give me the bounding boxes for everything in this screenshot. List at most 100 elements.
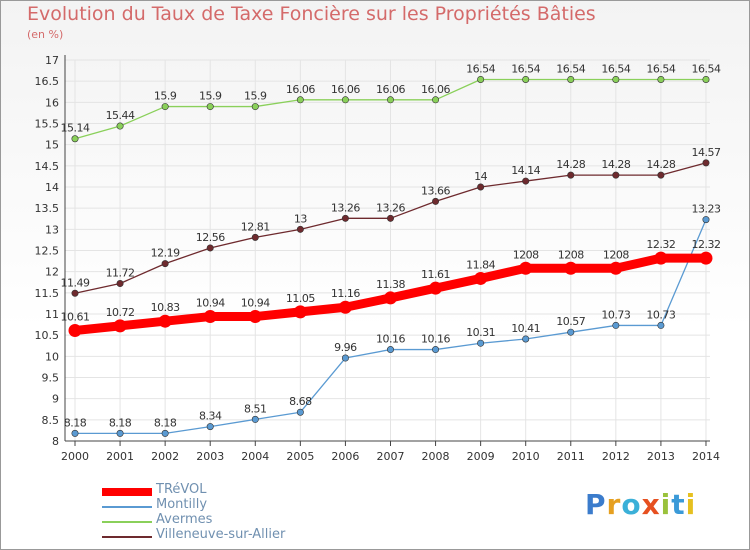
data-point <box>702 75 710 83</box>
data-point <box>116 122 124 130</box>
data-label: 14.28 <box>556 158 585 171</box>
data-label: 10.41 <box>511 322 540 335</box>
data-label: 16.54 <box>511 62 540 75</box>
data-point <box>161 260 169 268</box>
data-label: 11.72 <box>106 267 135 280</box>
chart-title: Evolution du Taux de Taxe Foncière sur l… <box>27 3 596 25</box>
y-tick-label: 16.5 <box>35 75 60 88</box>
x-tick-label: 2010 <box>512 450 540 463</box>
legend-swatch <box>102 521 152 523</box>
data-point <box>477 339 485 347</box>
data-label: 13.66 <box>421 184 450 197</box>
data-label: 12.56 <box>196 231 225 244</box>
data-label: 10.16 <box>376 333 405 346</box>
chart-subtitle: (en %) <box>27 28 64 41</box>
data-label: 14.57 <box>691 146 720 159</box>
x-tick-label: 2002 <box>151 450 179 463</box>
legend-swatch <box>102 488 152 496</box>
y-tick-label: 10 <box>45 350 59 363</box>
x-tick-label: 2000 <box>61 450 89 463</box>
data-label: 11.05 <box>286 292 315 305</box>
data-label: 8.51 <box>244 402 267 415</box>
data-point <box>338 300 352 314</box>
legend-label: Villeneuve-sur-Allier <box>156 527 286 542</box>
x-tick-label: 2008 <box>422 450 450 463</box>
data-point <box>609 261 623 275</box>
data-point <box>474 271 488 285</box>
y-tick-label: 13 <box>45 223 59 236</box>
x-tick-label: 2012 <box>602 450 630 463</box>
data-label: 16.06 <box>376 83 405 96</box>
data-label: 8.34 <box>199 410 222 423</box>
data-label: 15.9 <box>244 90 267 103</box>
data-label: 12.32 <box>691 238 720 251</box>
logo-letter: i <box>660 488 672 521</box>
y-tick-label: 15 <box>45 139 59 152</box>
data-point <box>477 183 485 191</box>
data-point <box>654 251 668 265</box>
data-point <box>612 75 620 83</box>
data-point <box>522 75 530 83</box>
logo-letter: r <box>606 488 622 521</box>
data-point <box>657 75 665 83</box>
data-label: 14.28 <box>601 158 630 171</box>
data-point <box>564 261 578 275</box>
data-label: 1208 <box>603 248 629 261</box>
data-point <box>522 177 530 185</box>
data-point <box>477 75 485 83</box>
legend-label: Avermes <box>156 512 213 527</box>
data-point <box>296 408 304 416</box>
data-point <box>612 171 620 179</box>
data-point <box>71 429 79 437</box>
data-label: 10.83 <box>151 301 180 314</box>
data-label: 16.06 <box>421 83 450 96</box>
data-point <box>113 319 127 333</box>
y-tick-label: 9 <box>52 393 59 406</box>
data-label: 10.57 <box>556 315 585 328</box>
data-label: 16.54 <box>646 62 675 75</box>
data-point <box>386 346 394 354</box>
y-tick-label: 17 <box>45 54 59 67</box>
data-label: 16.54 <box>691 62 720 75</box>
data-point <box>206 423 214 431</box>
data-label: 14.28 <box>646 158 675 171</box>
data-point <box>567 328 575 336</box>
data-label: 13 <box>294 212 307 225</box>
logo-letter: x <box>641 488 661 521</box>
logo-letter: P <box>585 488 607 521</box>
y-tick-label: 13.5 <box>35 202 60 215</box>
data-point <box>203 310 217 324</box>
data-label: 15.9 <box>199 90 222 103</box>
y-tick-label: 9.5 <box>42 372 60 385</box>
x-tick-label: 2006 <box>331 450 359 463</box>
data-point <box>161 429 169 437</box>
y-tick-label: 12.5 <box>35 245 60 258</box>
legend-label: TRéVOL <box>156 482 207 497</box>
data-point <box>519 261 533 275</box>
logo-letter: i <box>685 488 697 521</box>
data-point <box>158 314 172 328</box>
data-point <box>161 103 169 111</box>
data-label: 10.31 <box>466 326 495 339</box>
data-point <box>293 305 307 319</box>
data-point <box>386 214 394 222</box>
y-tick-label: 10.5 <box>35 329 60 342</box>
data-point <box>116 429 124 437</box>
data-label: 12.81 <box>241 220 270 233</box>
data-point <box>432 96 440 104</box>
data-label: 9.96 <box>334 341 357 354</box>
data-label: 10.16 <box>421 333 450 346</box>
data-point <box>341 214 349 222</box>
data-point <box>251 415 259 423</box>
legend-swatch <box>102 536 152 538</box>
y-tick-label: 12 <box>45 266 59 279</box>
data-point <box>341 354 349 362</box>
data-label: 10.61 <box>61 311 90 324</box>
legend-swatch <box>102 506 152 508</box>
data-label: 13.23 <box>691 203 720 216</box>
data-point <box>206 103 214 111</box>
x-tick-label: 2014 <box>692 450 720 463</box>
data-label: 8.18 <box>64 416 87 429</box>
data-label: 16.06 <box>331 83 360 96</box>
